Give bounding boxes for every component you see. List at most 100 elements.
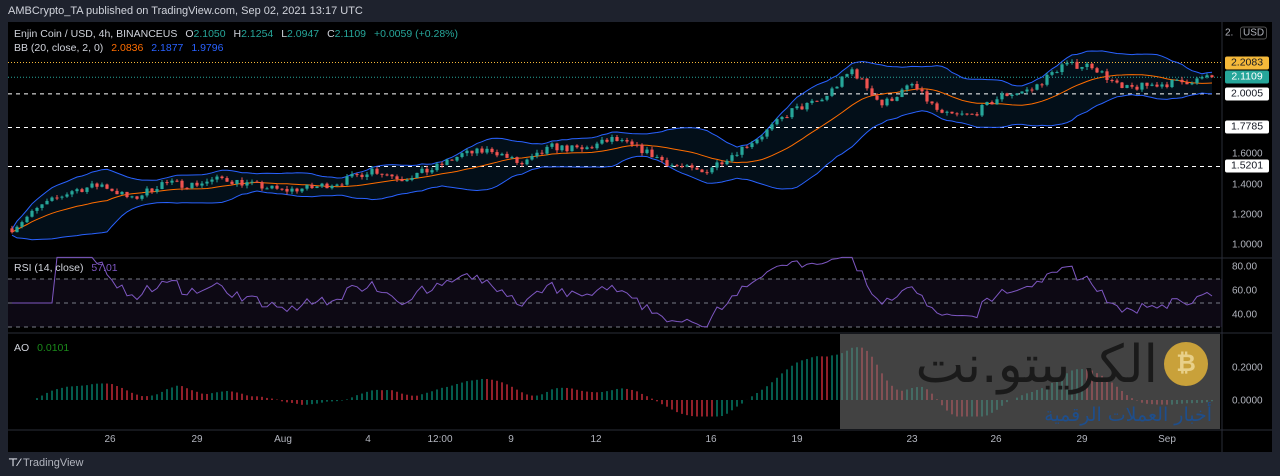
candle-body [185,187,189,189]
candle-body [975,114,979,116]
symbol-name[interactable]: Enjin Coin / USD, 4h, BINANCEUS [14,28,178,40]
candle-body [1210,75,1214,78]
rsi-axis-tick: 60.00 [1232,285,1258,297]
currency-button[interactable]: USD [1240,26,1268,40]
candle-body [150,188,154,192]
candle-body [315,186,319,189]
candle-body [50,197,54,201]
candle-body [900,89,904,98]
candle-body [595,143,599,149]
price-axis-tick: 1.6000 [1232,148,1263,160]
candle-body [1075,61,1079,69]
candle-body [1150,84,1154,86]
candle-body [1170,79,1174,88]
candle-body [1140,82,1144,90]
ao-legend[interactable]: AO 0.0101 [14,342,74,354]
candle-body [330,185,334,189]
candle-body [730,155,734,161]
bb-basis-value: 2.0836 [111,42,144,54]
candle-body [15,226,19,233]
candle-body [820,99,824,102]
candle-body [940,109,944,113]
candle-body [875,95,879,100]
candle-body [630,141,634,145]
rsi-legend[interactable]: RSI (14, close) 57.01 [14,262,123,274]
candle-body [935,103,939,110]
candle-body [605,139,609,142]
candle-body [735,154,739,156]
candle-body [1205,75,1209,78]
candle-body [80,189,84,192]
candle-body [890,98,894,101]
candle-body [1120,82,1124,88]
candle-body [770,124,774,130]
candle-body [255,181,259,183]
candle-body [920,89,924,92]
candle-body [750,143,754,148]
candle-body [310,184,314,189]
rsi-line [12,256,1213,328]
candle-body [275,185,279,189]
candle-body [545,146,549,154]
candle-body [235,179,239,184]
rsi-value: 57.01 [91,262,118,274]
candle-body [1125,85,1129,88]
candle-body [35,207,39,211]
time-axis-tick: 23 [906,434,918,445]
candle-body [95,183,99,187]
candle-body [140,195,144,199]
candle-body [1175,79,1179,81]
candle-body [675,165,679,167]
change-value: +0.0059 (+0.28%) [373,28,458,40]
candle-body [240,179,244,186]
candle-body [805,102,809,110]
candle-body [70,191,74,195]
bb-legend[interactable]: BB (20, close, 2, 0) 2.0836 2.1877 1.979… [14,42,228,54]
candle-body [1070,61,1074,63]
publish-info: AMBCrypto_TA published on TradingView.co… [8,5,363,17]
candle-body [725,160,729,165]
candle-body [740,146,744,155]
candle-body [835,86,839,89]
candle-body [215,176,219,180]
candle-body [65,194,69,197]
rsi-band [8,279,1222,327]
candle-body [220,176,224,179]
candle-body [370,168,374,175]
time-axis-tick: 29 [191,434,203,445]
candle-body [1095,68,1099,73]
candle-body [600,139,604,144]
candle-body [265,188,269,190]
candle-body [905,85,909,90]
brand-label: TradingView [22,457,84,469]
candle-body [970,113,974,115]
candle-body [1015,93,1019,95]
candle-body [375,168,379,174]
open-label: O [185,28,194,40]
time-axis-tick: 19 [791,434,803,445]
candle-body [610,136,614,142]
candle-body [1090,63,1094,69]
candle-body [705,172,709,174]
candle-body [1050,72,1054,75]
candle-body [505,153,509,158]
candle-body [1030,89,1034,91]
candle-body [645,149,649,154]
candle-body [160,182,164,190]
candle-body [1010,94,1014,96]
candle-body [515,157,519,163]
candle-body [865,78,869,89]
candle-body [55,197,59,199]
time-axis-tick: 4 [365,434,371,445]
candle-body [785,117,789,119]
tradingview-brand[interactable]: ⊤⁄ TradingView [8,456,84,469]
candle-body [870,88,874,96]
candle-body [455,156,459,161]
candle-body [1180,79,1184,83]
candle-body [115,190,119,195]
candle-body [585,147,589,150]
candle-body [1200,77,1204,79]
candle-body [415,172,419,179]
candle-body [1080,66,1084,69]
